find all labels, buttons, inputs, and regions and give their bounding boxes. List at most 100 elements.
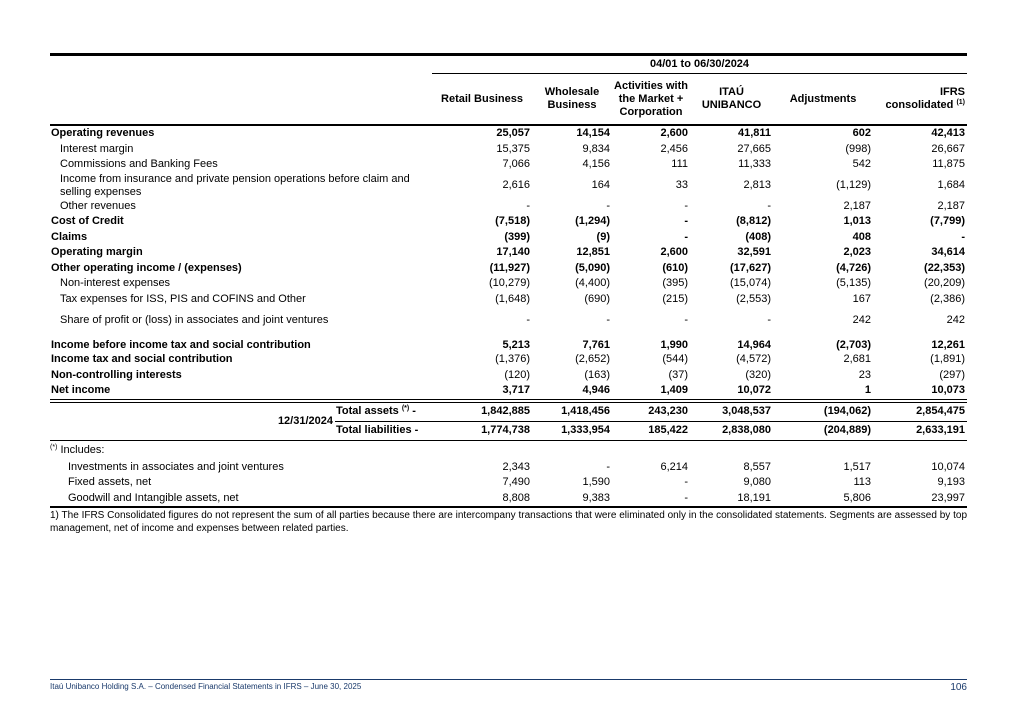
cell-value: 10,072: [690, 383, 773, 400]
cell-value: 5,213: [502, 339, 530, 351]
cell-value: (4,400): [575, 277, 610, 290]
row-label: Income before income tax and social cont…: [51, 339, 311, 351]
cell-value: 17,140: [496, 246, 530, 259]
cell-value: 9,383: [532, 490, 612, 508]
cell-value: 111: [671, 158, 688, 171]
cell-value: 5,806: [773, 490, 873, 508]
row-label: Cost of Credit: [51, 215, 124, 228]
column-header: Wholesale Business: [532, 73, 612, 126]
footnote: 1) The IFRS Consolidated figures do not …: [50, 510, 967, 534]
cell-value: 1,333,954: [532, 421, 612, 441]
cell-value: 1,774,738: [432, 421, 532, 441]
cell-value: (194,062): [773, 402, 873, 422]
cell-value: 1,684: [937, 179, 966, 191]
row-label: Other revenues: [60, 199, 136, 212]
content: 04/01 to 06/30/2024 Retail Business Whole…: [50, 53, 968, 535]
cell-value: 167: [852, 292, 871, 305]
column-header: IFRS consolidated (1): [873, 73, 968, 126]
table-row: Share of profit or (loss) in associates …: [50, 307, 967, 333]
cell-value: 2,854,475: [873, 402, 967, 422]
cell-value: 164: [591, 179, 610, 191]
cell-value: (120): [504, 368, 530, 381]
cell-value: 113: [853, 476, 871, 489]
table-row: Non-interest expenses (10,279) (4,400) (395…: [50, 276, 967, 292]
cell-value: 1,013: [843, 215, 871, 228]
cell-value: 14,154: [576, 127, 610, 140]
cell-value: 4,946: [532, 383, 612, 400]
column-label: Retail Business: [441, 92, 523, 105]
cell-value: 9,834: [582, 142, 610, 155]
cell-value: -: [606, 313, 610, 326]
cell-value: 9,080: [743, 476, 771, 489]
table-row: Claims (399) (9) - (408) 408 -: [50, 230, 967, 246]
cell-value: -: [526, 199, 530, 212]
includes-title-row: (*) Includes:: [50, 441, 967, 460]
cell-value: 7,490: [502, 476, 530, 489]
cell-value: 242: [946, 313, 966, 326]
cell-value: 2,023: [843, 246, 871, 259]
cell-value: (2,703): [836, 339, 871, 351]
cell-value: 2,838,080: [690, 421, 773, 441]
column-header: Adjustments: [773, 73, 873, 126]
cell-value: 9,193: [937, 476, 966, 489]
cell-value: 1: [773, 383, 873, 400]
cell-value: (17,627): [730, 261, 771, 274]
cell-value: (2,386): [930, 292, 966, 305]
cell-value: 3,048,537: [690, 402, 773, 422]
cell-value: 27,665: [737, 142, 771, 155]
cell-value: 2,456: [660, 142, 688, 155]
cell-value: (998): [845, 142, 871, 155]
footer-text: Itaú Unibanco Holding S.A. – Condensed F…: [50, 682, 362, 691]
cell-value: (395): [662, 277, 688, 290]
cell-value: 11,875: [932, 158, 966, 171]
table-row: Income before income tax and social cont…: [50, 333, 967, 352]
cell-value: 7,066: [502, 158, 530, 171]
includes-label: Includes:: [60, 443, 105, 456]
table-row: Cost of Credit (7,518) (1,294) - (8,812) 1,01…: [50, 214, 967, 230]
cell-value: 8,557: [743, 460, 771, 473]
cell-value: 25,057: [496, 127, 530, 140]
note: (*): [50, 443, 58, 451]
cell-value: 6,214: [660, 460, 688, 473]
row-label: Income from insurance and private pensio…: [60, 172, 410, 198]
blank: [50, 73, 432, 126]
balance-table: 12/31/2024 Total assets (*) -1,842,885 1,4…: [50, 401, 967, 441]
page-footer: Itaú Unibanco Holding S.A. – Condensed F…: [50, 679, 967, 693]
includes-title: (*) Includes:: [50, 441, 967, 460]
cell-value: 2,681: [843, 353, 871, 366]
cell-value: (11,927): [489, 261, 530, 274]
cell-value: 4,156: [582, 158, 610, 171]
cell-value: -: [684, 476, 688, 489]
cell-value: (163): [584, 368, 610, 381]
label: Total liabilities: [336, 424, 412, 436]
suffix: -: [412, 405, 416, 417]
includes-row: Investments in associates and joint vent…: [50, 460, 967, 476]
cell-value: 1,409: [612, 383, 690, 400]
cell-value: 1,590: [582, 476, 610, 489]
cell-value: -: [684, 215, 688, 228]
row-label: Interest margin: [60, 142, 134, 155]
note: (*): [401, 405, 410, 412]
cell-value: -: [767, 313, 771, 326]
balance-label: Total assets (*) -: [335, 402, 432, 422]
table-row: Net income 3,717 4,946 1,409 10,072 1 10,073: [50, 383, 968, 400]
cell-value: (5,135): [836, 277, 871, 290]
row-label: Claims: [51, 230, 88, 243]
row-label: Investments in associates and joint vent…: [68, 460, 284, 473]
cell-value: 2,343: [502, 460, 530, 473]
includes-row: Goodwill and Intangible assets, net 8,808…: [50, 490, 968, 508]
cell-value: (2,652): [575, 353, 610, 366]
cell-value: 10,074: [931, 460, 966, 473]
cell-value: (20,209): [924, 277, 966, 290]
table-row: Interest margin 15,375 9,834 2,456 27,665 (99…: [50, 142, 967, 158]
column-label: Activities with the Market + Corporation: [614, 79, 688, 118]
cell-value: 23,997: [873, 490, 968, 508]
row-label: Other operating income / (expenses): [51, 261, 242, 274]
cell-value: 41,811: [737, 127, 771, 140]
label: Total assets: [336, 405, 399, 417]
row-label: Non-controlling interests: [51, 368, 182, 381]
row-label: Goodwill and Intangible assets, net: [50, 490, 432, 508]
cell-value: (215): [662, 292, 688, 305]
cell-value: (1,376): [495, 353, 530, 366]
column-header: Activities with the Market + Corporation: [612, 73, 690, 126]
